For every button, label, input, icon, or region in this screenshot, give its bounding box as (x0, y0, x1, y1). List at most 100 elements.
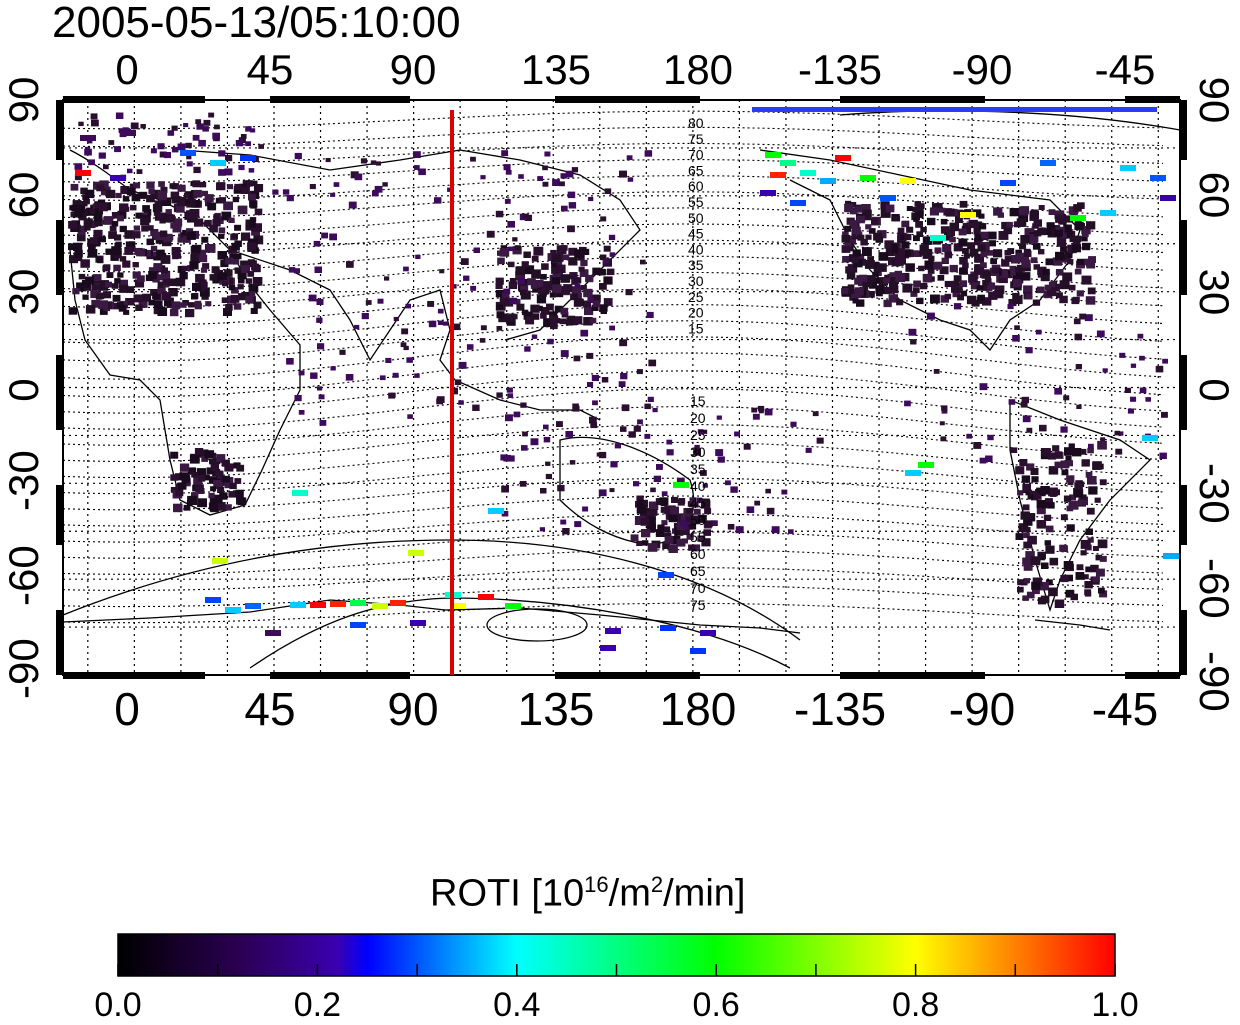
roti-cell-high (1070, 215, 1086, 221)
roti-cell (913, 216, 920, 222)
roti-cell (234, 267, 242, 274)
roti-cell (1044, 498, 1053, 506)
roti-cell (1073, 204, 1082, 212)
roti-cell (561, 205, 568, 212)
roti-cell (354, 324, 360, 330)
roti-cell-high (240, 155, 256, 161)
magnetic-contour (63, 126, 1164, 148)
roti-cell (663, 526, 671, 533)
roti-cell (407, 414, 413, 419)
roti-cell (521, 309, 529, 316)
roti-cell (1039, 581, 1049, 591)
roti-cell (1078, 496, 1088, 506)
magnetic-contour (63, 207, 1164, 237)
roti-cell (207, 202, 217, 211)
roti-cell (157, 307, 168, 316)
roti-cell (1114, 430, 1121, 436)
roti-cell (940, 218, 948, 225)
roti-cell (771, 526, 780, 534)
roti-cell (499, 248, 510, 257)
roti-cell (463, 275, 470, 281)
roti-cell (167, 130, 175, 136)
longitude-label: 45 (246, 46, 294, 93)
roti-cell (530, 438, 539, 446)
roti-cell (702, 429, 708, 434)
roti-cell (531, 269, 541, 279)
magnetic-contour (63, 423, 1164, 463)
roti-cell (1059, 544, 1068, 552)
roti-cell (1070, 593, 1078, 601)
roti-cell (132, 231, 141, 239)
roti-cell (516, 303, 525, 311)
latitude-label: 90 (1191, 76, 1238, 124)
roti-cell (81, 280, 91, 288)
roti-cell (86, 138, 93, 144)
roti-cell (234, 224, 242, 231)
roti-cell (217, 487, 225, 493)
roti-cell (1079, 448, 1087, 455)
roti-cell (191, 293, 198, 300)
roti-cell (1053, 489, 1060, 496)
roti-cell (973, 442, 982, 449)
roti-cell (1041, 503, 1048, 509)
roti-cell (883, 299, 892, 308)
roti-cell (209, 274, 217, 281)
roti-cell (1024, 250, 1032, 257)
roti-cell (1030, 257, 1038, 264)
roti-cell (414, 373, 420, 378)
roti-cell (114, 146, 121, 153)
roti-cell (179, 272, 188, 280)
roti-cell (152, 292, 160, 300)
roti-cell (146, 196, 154, 203)
roti-cell (1044, 448, 1051, 454)
roti-cell (894, 257, 904, 266)
roti-cell (1059, 280, 1070, 290)
roti-cell (580, 285, 587, 291)
roti-cell-high (700, 630, 716, 636)
roti-cell (963, 253, 970, 259)
roti-cell (1155, 365, 1164, 373)
roti-cell (171, 301, 181, 310)
roti-cell (211, 266, 220, 274)
roti-cell (1088, 256, 1096, 263)
roti-cell (905, 263, 915, 272)
roti-cell-high (760, 190, 776, 196)
longitude-label: -90 (948, 683, 1016, 735)
roti-cell (1064, 447, 1074, 456)
roti-cell (941, 405, 948, 411)
roti-cell (646, 511, 656, 521)
roti-cell (1001, 259, 1010, 267)
roti-cell (170, 474, 178, 481)
roti-cell (161, 292, 172, 301)
roti-cell (609, 488, 615, 493)
magnetic-contour (63, 549, 1164, 575)
roti-cell (1052, 445, 1060, 452)
longitude-label: 135 (517, 683, 595, 735)
roti-cell (573, 298, 583, 307)
roti-cell (542, 181, 549, 187)
roti-cell-high (488, 508, 504, 514)
roti-cell (666, 449, 674, 456)
roti-cell-high (80, 135, 96, 141)
roti-cell (224, 504, 232, 511)
roti-cell (895, 248, 905, 258)
roti-cell (533, 246, 544, 256)
contour-label: 50 (690, 512, 706, 528)
roti-cell (947, 229, 955, 237)
roti-cell (918, 265, 925, 272)
roti-cell (888, 294, 898, 303)
roti-cell (1032, 243, 1041, 250)
timestamp-title: 2005-05-13/05:10:00 (52, 0, 461, 47)
roti-cell (1047, 502, 1055, 509)
roti-cell (1065, 460, 1073, 467)
roti-cell (598, 451, 607, 459)
roti-cell (962, 262, 969, 269)
roti-cell (758, 409, 764, 414)
roti-cell (551, 253, 562, 263)
roti-cell (159, 230, 168, 237)
roti-cell (664, 532, 672, 539)
roti-cell (1022, 415, 1031, 423)
roti-cell (194, 448, 204, 456)
roti-cell-high (690, 648, 706, 654)
roti-cell (191, 472, 198, 478)
